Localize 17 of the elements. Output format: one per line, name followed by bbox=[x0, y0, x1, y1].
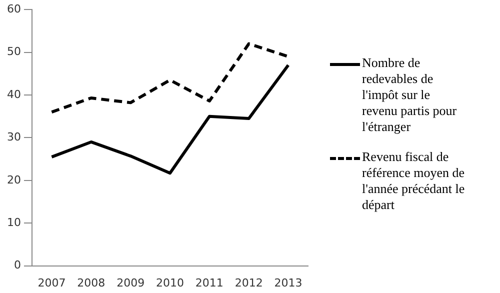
x-tick-label: 2011 bbox=[195, 276, 224, 290]
y-tick-label: 0 bbox=[14, 258, 21, 272]
x-tick-label: 2013 bbox=[274, 276, 302, 290]
y-tick-label: 50 bbox=[6, 45, 21, 58]
y-tick-label: 40 bbox=[6, 88, 21, 101]
y-tick-label: 30 bbox=[6, 130, 21, 144]
y-tick-label: 60 bbox=[6, 2, 21, 16]
x-tick-label: 2007 bbox=[38, 276, 66, 290]
y-tick-label: 20 bbox=[6, 173, 21, 186]
x-tick-label: 2009 bbox=[116, 276, 145, 290]
y-tick-label: 10 bbox=[6, 216, 21, 229]
x-tick-label: 2010 bbox=[156, 276, 184, 290]
legend-label: Nombre de redevables de l'impôt sur le revenu partis pour l'étranger bbox=[362, 55, 458, 135]
x-tick-label: 2012 bbox=[234, 276, 263, 290]
x-tick-label: 2008 bbox=[77, 276, 106, 290]
legend-label: Revenu fiscal de référence moyen de l'année précédant le départ bbox=[362, 149, 465, 213]
line-series bbox=[50, 42, 290, 114]
